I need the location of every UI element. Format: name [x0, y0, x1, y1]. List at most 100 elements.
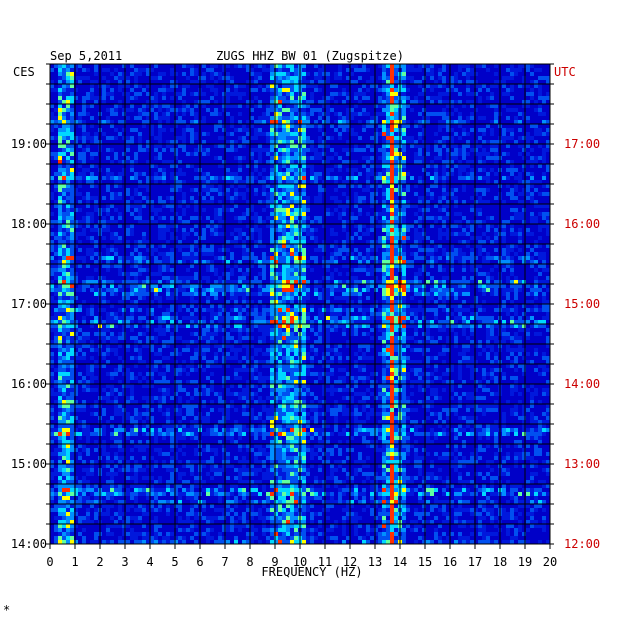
- heatmap-cell: [302, 84, 306, 88]
- heatmap-cell: [94, 132, 98, 136]
- heatmap-cell: [290, 160, 294, 164]
- heatmap-cell: [178, 276, 182, 280]
- heatmap-cell: [262, 336, 266, 340]
- heatmap-cell: [290, 308, 294, 312]
- heatmap-cell: [66, 248, 70, 252]
- heatmap-cell: [318, 320, 322, 324]
- heatmap-cell: [294, 168, 298, 172]
- heatmap-cell: [382, 168, 386, 172]
- heatmap-cell: [514, 308, 518, 312]
- heatmap-cell: [482, 272, 486, 276]
- heatmap-cell: [122, 336, 126, 340]
- heatmap-cell: [390, 104, 394, 108]
- heatmap-cell: [246, 292, 250, 296]
- heatmap-cell: [518, 228, 522, 232]
- heatmap-cell: [542, 268, 546, 272]
- heatmap-cell: [354, 268, 358, 272]
- heatmap-cell: [378, 148, 382, 152]
- heatmap-cell: [134, 344, 138, 348]
- heatmap-cell: [54, 284, 58, 288]
- heatmap-cell: [406, 96, 410, 100]
- heatmap-cell: [66, 100, 70, 104]
- heatmap-cell: [458, 112, 462, 116]
- heatmap-cell: [50, 320, 54, 324]
- heatmap-cell: [286, 236, 290, 240]
- heatmap-cell: [322, 244, 326, 248]
- heatmap-cell: [278, 268, 282, 272]
- heatmap-cell: [90, 196, 94, 200]
- heatmap-cell: [426, 188, 430, 192]
- heatmap-cell: [118, 284, 122, 288]
- heatmap-cell: [126, 76, 130, 80]
- heatmap-cell: [362, 200, 366, 204]
- heatmap-cell: [282, 332, 286, 336]
- heatmap-cell: [278, 76, 282, 80]
- heatmap-cell: [382, 304, 386, 308]
- heatmap-cell: [270, 68, 274, 72]
- heatmap-cell: [438, 140, 442, 144]
- heatmap-cell: [438, 92, 442, 96]
- heatmap-cell: [174, 188, 178, 192]
- heatmap-cell: [178, 116, 182, 120]
- heatmap-cell: [278, 228, 282, 232]
- heatmap-cell: [454, 248, 458, 252]
- heatmap-cell: [282, 276, 286, 280]
- heatmap-cell: [354, 104, 358, 108]
- heatmap-cell: [266, 308, 270, 312]
- heatmap-cell: [314, 88, 318, 92]
- heatmap-cell: [126, 200, 130, 204]
- heatmap-cell: [102, 84, 106, 88]
- heatmap-cell: [350, 72, 354, 76]
- heatmap-cell: [138, 260, 142, 264]
- heatmap-cell: [366, 240, 370, 244]
- heatmap-cell: [166, 344, 170, 348]
- heatmap-cell: [114, 76, 118, 80]
- heatmap-cell: [302, 272, 306, 276]
- heatmap-cell: [62, 228, 66, 232]
- heatmap-cell: [54, 136, 58, 140]
- heatmap-cell: [130, 308, 134, 312]
- heatmap-cell: [82, 172, 86, 176]
- heatmap-cell: [282, 120, 286, 124]
- heatmap-cell: [386, 284, 390, 288]
- heatmap-cell: [302, 296, 306, 300]
- heatmap-cell: [278, 192, 282, 196]
- heatmap-cell: [534, 280, 538, 284]
- heatmap-cell: [542, 160, 546, 164]
- heatmap-cell: [502, 256, 506, 260]
- heatmap-cell: [190, 292, 194, 296]
- heatmap-cell: [466, 144, 470, 148]
- heatmap-cell: [470, 220, 474, 224]
- heatmap-cell: [378, 88, 382, 92]
- heatmap-cell: [62, 320, 66, 324]
- heatmap-cell: [446, 340, 450, 344]
- heatmap-cell: [130, 196, 134, 200]
- heatmap-cell: [282, 252, 286, 256]
- heatmap-cell: [70, 200, 74, 204]
- heatmap-cell: [526, 292, 530, 296]
- heatmap-cell: [278, 176, 282, 180]
- heatmap-cell: [350, 80, 354, 84]
- heatmap-cell: [286, 172, 290, 176]
- heatmap-cell: [202, 248, 206, 252]
- heatmap-cell: [78, 160, 82, 164]
- heatmap-cell: [546, 216, 550, 220]
- heatmap-cell: [62, 280, 66, 284]
- heatmap-cell: [442, 172, 446, 176]
- heatmap-cell: [430, 296, 434, 300]
- heatmap-cell: [70, 268, 74, 272]
- heatmap-cell: [510, 72, 514, 76]
- heatmap-cell: [274, 156, 278, 160]
- heatmap-cell: [78, 120, 82, 124]
- heatmap-cell: [286, 168, 290, 172]
- heatmap-cell: [146, 328, 150, 332]
- heatmap-cell: [430, 276, 434, 280]
- heatmap-cell: [194, 252, 198, 256]
- heatmap-cell: [306, 148, 310, 152]
- heatmap-cell: [442, 252, 446, 256]
- heatmap-cell: [510, 272, 514, 276]
- heatmap-cell: [66, 272, 70, 276]
- heatmap-cell: [194, 80, 198, 84]
- heatmap-cell: [258, 148, 262, 152]
- heatmap-cell: [66, 152, 70, 156]
